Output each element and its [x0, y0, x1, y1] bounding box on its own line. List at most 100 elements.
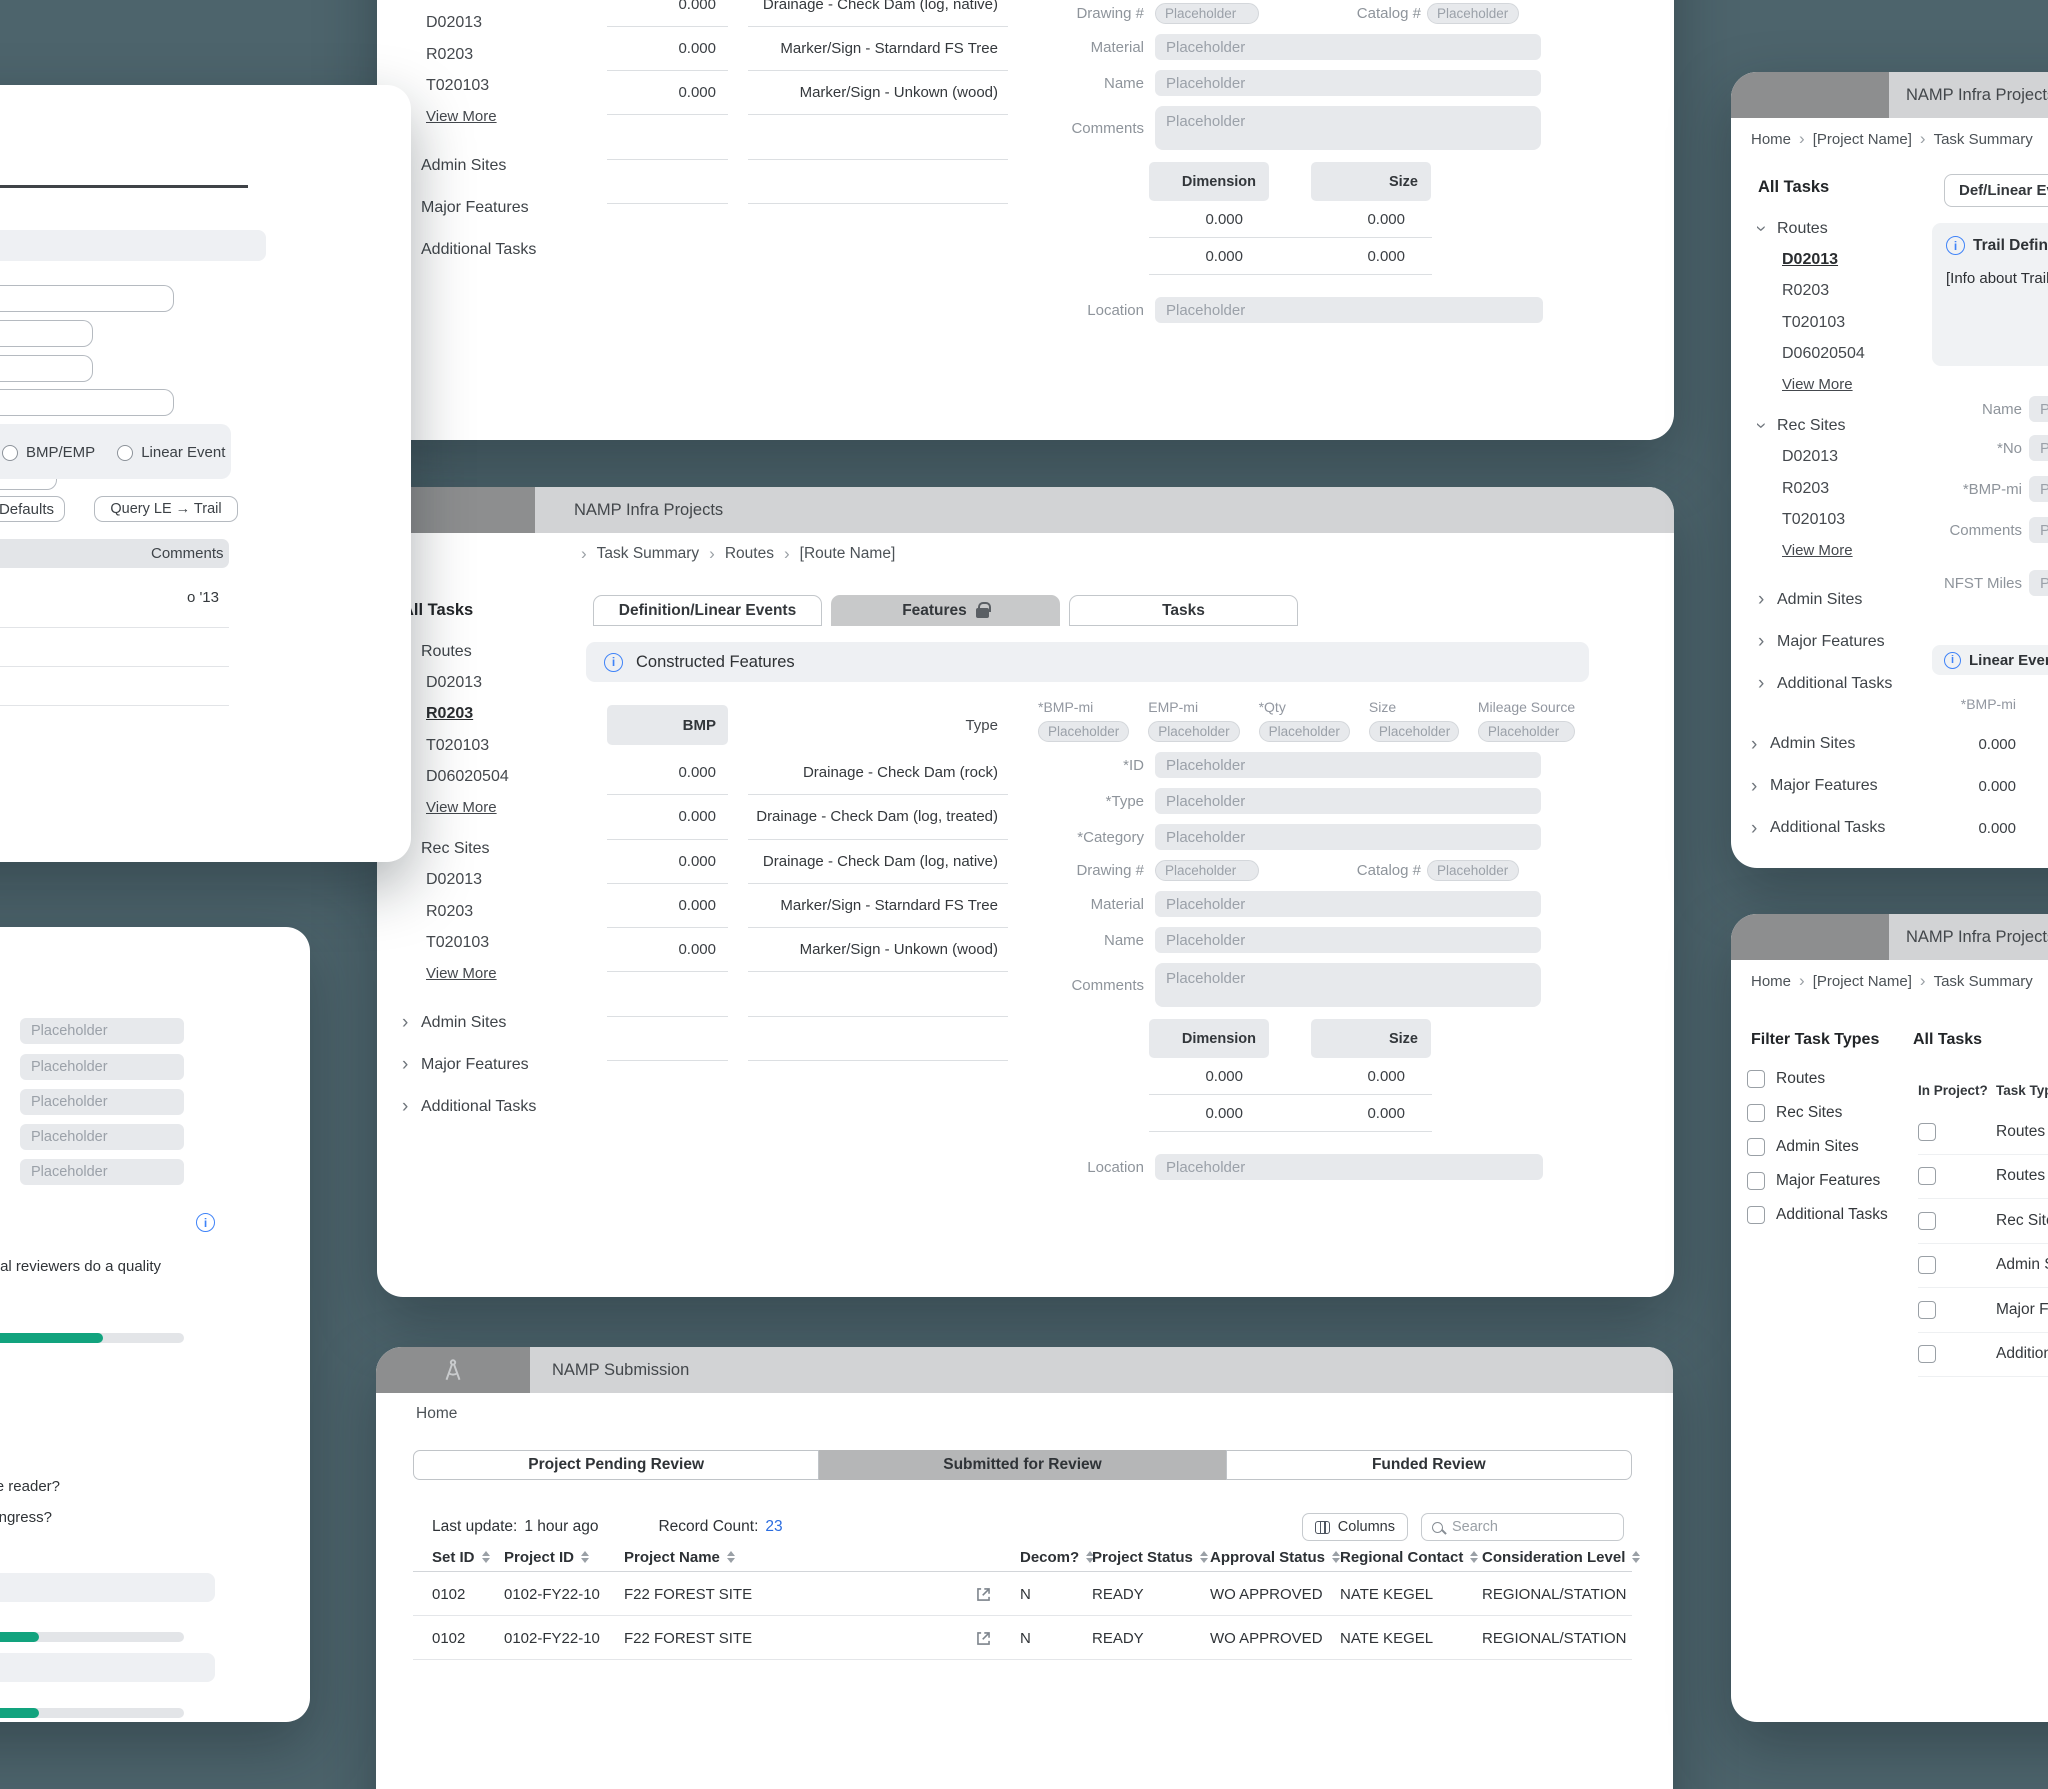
answer-bar[interactable] [0, 1573, 215, 1602]
emp-mi-input[interactable]: Placeholder [1148, 721, 1240, 742]
catalog-number-input[interactable]: Placeholder [1427, 860, 1519, 881]
comments-input[interactable]: Placeholder [2029, 517, 2048, 543]
column-header-decom[interactable]: Decom? [1020, 1542, 1095, 1572]
tab-def-linear-events[interactable]: Def/Linear Events [1944, 174, 2048, 207]
tab-submitted-for-review[interactable]: Submitted for Review [819, 1450, 1226, 1480]
breadcrumb-item[interactable]: [Project Name] [1812, 972, 1912, 990]
radio-icon[interactable] [117, 444, 134, 461]
defaults-button[interactable]: n Defaults [0, 496, 65, 522]
checkbox[interactable] [1747, 1206, 1765, 1224]
in-project-checkbox[interactable] [1918, 1300, 1936, 1319]
placeholder-input[interactable]: Placeholder [20, 1054, 184, 1080]
filter-option-additional-tasks[interactable]: Additional Tasks [1747, 1198, 1888, 1232]
sidebar-group-additional-tasks[interactable]: Additional Tasks [1758, 663, 1926, 705]
table-row[interactable]: 0.000 Marker/Sign - Unkown (wood) [607, 928, 1008, 973]
catalog-number-input[interactable]: Placeholder [1427, 3, 1519, 24]
query-le-trail-button[interactable]: Query LE → Trail [94, 496, 238, 522]
table-row[interactable]: 0.000 Drainage - Check Dam (log, native) [607, 840, 1008, 884]
table-row[interactable]: 0.000 Drainage - Check Dam (rock) [607, 751, 1008, 796]
view-more-link[interactable]: View More [1782, 376, 1853, 394]
number-input[interactable]: Placeholder [2029, 435, 2048, 461]
sidebar-item-rec-site[interactable]: T020103 [426, 77, 490, 95]
view-more-link[interactable]: View More [426, 108, 497, 126]
in-project-checkbox[interactable] [1918, 1256, 1936, 1275]
view-more-link[interactable]: View More [1782, 542, 1853, 560]
column-header-project-id[interactable]: Project ID [504, 1542, 590, 1572]
column-header-project-status[interactable]: Project Status [1092, 1542, 1208, 1572]
sidebar-item-route[interactable]: D02013 [426, 674, 483, 691]
sidebar-group-rec-sites-header[interactable]: Rec Sites [402, 0, 582, 7]
breadcrumb-item[interactable]: Routes [724, 545, 774, 562]
breadcrumb-item[interactable]: [Project Name] [1812, 130, 1912, 148]
comments-textarea[interactable]: Placeholder [1155, 106, 1541, 150]
filter-option-admin-sites[interactable]: Admin Sites [1747, 1130, 1888, 1164]
bmp-mi-input[interactable]: Placeholder [1038, 721, 1130, 742]
breadcrumb-item[interactable]: Task Summary [596, 545, 700, 562]
task-row[interactable]: Rec Sites [1918, 1199, 2048, 1244]
drawing-number-input[interactable]: Placeholder [1155, 3, 1259, 24]
name-input[interactable]: Placeholder [1155, 927, 1541, 953]
breadcrumb-item[interactable]: Task Summary [1933, 972, 2033, 990]
in-project-checkbox[interactable] [1918, 1211, 1936, 1230]
sidebar-item-route[interactable]: D06020504 [1782, 344, 1865, 362]
column-header-consideration-level[interactable]: Consideration Level [1482, 1542, 1641, 1572]
sidebar-group-major-features[interactable]: Major Features [1758, 621, 1926, 663]
location-input[interactable]: Placeholder [1155, 297, 1543, 323]
checkbox[interactable] [1747, 1172, 1765, 1190]
answer-bar[interactable] [0, 1653, 215, 1682]
type-input[interactable]: Placeholder [1155, 788, 1541, 814]
task-row[interactable]: Additional Tasks [1918, 1333, 2048, 1377]
placeholder-input[interactable]: Placeholder [20, 1124, 184, 1150]
bmp-mi-input[interactable]: Placeholder [2029, 476, 2048, 502]
sidebar-item-route[interactable]: T020103 [1782, 313, 1846, 331]
sidebar-item-rec-site[interactable]: D02013 [426, 871, 483, 889]
table-row[interactable]: 0.000 Marker/Sign - Unkown (wood) [607, 71, 1008, 116]
sidebar-group-major-features[interactable]: Major Features [402, 1044, 582, 1086]
sidebar-item-rec-site[interactable]: T020103 [1782, 511, 1846, 529]
mileage-source-input[interactable]: Placeholder [1477, 721, 1576, 742]
sidebar-group-admin-sites[interactable]: Admin Sites [402, 1002, 582, 1044]
info-icon[interactable] [604, 652, 623, 672]
placeholder-input[interactable]: Placeholder [20, 1018, 184, 1044]
location-input[interactable]: Placeholder [1155, 1154, 1543, 1180]
column-header-set-id[interactable]: Set ID [432, 1542, 490, 1572]
view-more-link[interactable]: View More [426, 965, 497, 983]
sidebar-group-additional-tasks[interactable]: Additional Tasks [402, 229, 582, 271]
name-input[interactable]: Placeholder [1155, 70, 1541, 96]
task-row[interactable]: Routes [1918, 1155, 2048, 1199]
name-input[interactable]: Placeholder [2029, 396, 2048, 422]
table-row[interactable]: 0.000 0.000 [1149, 201, 1432, 238]
view-more-link[interactable]: View More [426, 799, 497, 817]
tab-definition-linear-events[interactable]: Definition/Linear Events [593, 595, 822, 626]
column-header-approval-status[interactable]: Approval Status [1210, 1542, 1341, 1572]
sidebar-item-rec-site[interactable]: T020103 [426, 934, 490, 952]
drawing-number-input[interactable]: Placeholder [1155, 860, 1259, 881]
sidebar-group-routes-header[interactable]: Routes [402, 636, 582, 667]
sidebar-item-route-active[interactable]: R0203 [426, 705, 474, 723]
info-icon[interactable] [196, 1213, 215, 1232]
radio-linear-event[interactable]: Linear Event [117, 444, 225, 461]
sidebar-item-rec-site[interactable]: R0203 [426, 45, 474, 63]
search-input[interactable]: Search [1421, 1513, 1624, 1541]
sidebar-group-rec-sites-header[interactable]: Rec Sites [402, 833, 582, 864]
checkbox[interactable] [1747, 1070, 1765, 1088]
comments-textarea[interactable]: Placeholder [1155, 963, 1541, 1007]
filter-option-routes[interactable]: Routes [1747, 1062, 1888, 1096]
sidebar-group-rec-sites-header[interactable]: Rec Sites [1758, 410, 1926, 441]
size-input[interactable]: Placeholder [1368, 721, 1459, 742]
sidebar-item-rec-site[interactable]: D02013 [1782, 448, 1839, 466]
task-row[interactable]: Routes [1918, 1110, 2048, 1155]
sidebar-group-additional-tasks[interactable]: Additional Tasks [402, 1086, 582, 1128]
sidebar-item-route[interactable]: D06020504 [426, 767, 509, 785]
checkbox[interactable] [1747, 1104, 1765, 1122]
task-row[interactable]: Admin Sites [1918, 1244, 2048, 1288]
table-row[interactable]: 0.000 Drainage - Check Dam (log, treated… [607, 795, 1008, 840]
sidebar-group-admin-sites[interactable]: Admin Sites [402, 145, 582, 187]
info-icon[interactable] [1944, 651, 1961, 669]
sidebar-item-route[interactable]: T020103 [426, 736, 490, 754]
placeholder-input[interactable]: Placeholder [20, 1159, 184, 1185]
columns-button[interactable]: Columns [1301, 1513, 1408, 1541]
table-row[interactable]: 0.000 0.000 [1149, 1058, 1432, 1095]
category-input[interactable]: Placeholder [1155, 824, 1541, 850]
filter-option-major-features[interactable]: Major Features [1747, 1164, 1888, 1198]
